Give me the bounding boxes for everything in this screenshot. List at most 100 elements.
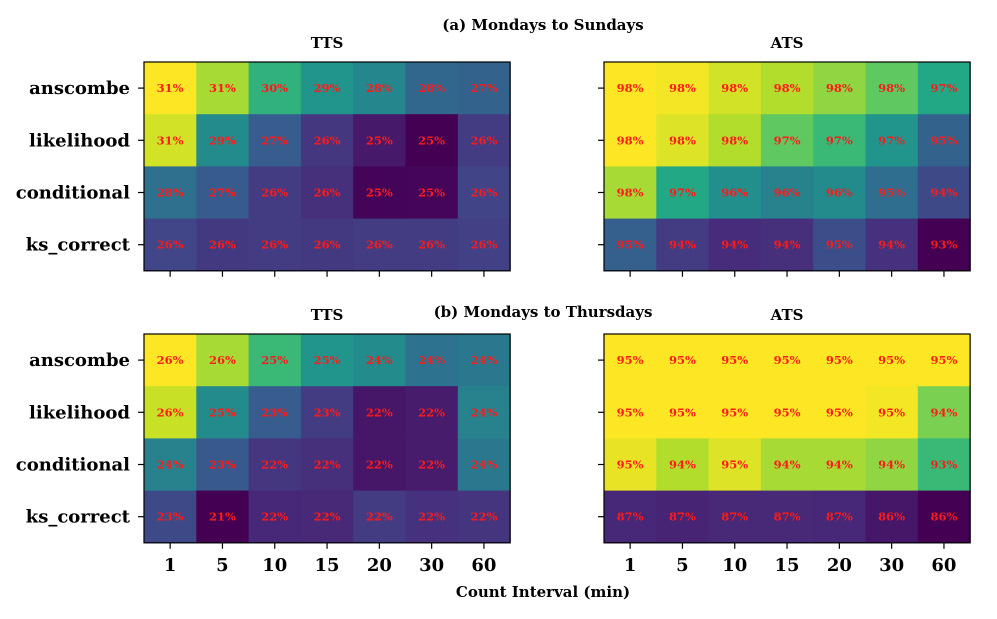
cell-value-label: 97% bbox=[930, 81, 957, 95]
heatmap-cell bbox=[760, 114, 814, 167]
heatmap-cell bbox=[917, 166, 971, 220]
cell-value-label: 22% bbox=[418, 405, 445, 419]
cell-value-label: 95% bbox=[617, 405, 644, 419]
cell-value-label: 23% bbox=[261, 405, 288, 419]
heatmap-cell bbox=[353, 166, 407, 220]
heatmap-cell bbox=[917, 114, 971, 167]
cell-value-label: 95% bbox=[721, 458, 748, 472]
cell-value-label: 95% bbox=[878, 353, 905, 367]
cell-value-label: 30% bbox=[261, 81, 288, 95]
cell-value-label: 28% bbox=[157, 186, 184, 200]
heatmap-cell bbox=[865, 114, 919, 167]
heatmap-cell bbox=[300, 386, 354, 439]
cell-value-label: 26% bbox=[418, 238, 445, 252]
heatmap-cell bbox=[353, 386, 407, 439]
cell-value-label: 98% bbox=[669, 81, 696, 95]
cell-value-label: 93% bbox=[930, 238, 957, 252]
heatmap-cell bbox=[196, 218, 250, 272]
panel-b-title: (b) Mondays to Thursdays bbox=[434, 303, 653, 321]
heatmap-cell bbox=[604, 438, 657, 492]
column-label: 60 bbox=[471, 555, 496, 576]
row-label: anscombe bbox=[29, 350, 130, 371]
heatmap-cell bbox=[457, 218, 511, 272]
cell-value-label: 87% bbox=[826, 510, 853, 524]
heatmap-cell bbox=[760, 218, 814, 272]
heatmap-cell bbox=[708, 386, 762, 439]
column-label: 20 bbox=[827, 555, 852, 576]
heatmap-cell bbox=[917, 218, 971, 272]
cell-value-label: 25% bbox=[366, 186, 393, 200]
heatmap-cell bbox=[656, 166, 710, 220]
heatmap-cell bbox=[353, 334, 407, 387]
cell-value-label: 22% bbox=[366, 510, 393, 524]
panel-a-title: (a) Mondays to Sundays bbox=[442, 16, 643, 34]
cell-value-label: 95% bbox=[930, 133, 957, 147]
heatmap-cell bbox=[196, 166, 250, 220]
heatmap-cell bbox=[196, 386, 250, 439]
heatmap-cell bbox=[604, 334, 657, 387]
cell-value-label: 87% bbox=[669, 510, 696, 524]
heatmap-cell bbox=[865, 334, 919, 387]
column-label: 1 bbox=[624, 555, 637, 576]
heatmap-cell bbox=[457, 386, 511, 439]
heatmap-cell bbox=[300, 334, 354, 387]
cell-value-label: 95% bbox=[930, 353, 957, 367]
row-label: ks_correct bbox=[26, 235, 131, 256]
cell-value-label: 95% bbox=[617, 238, 644, 252]
cell-value-label: 22% bbox=[418, 458, 445, 472]
cell-value-label: 94% bbox=[774, 238, 801, 252]
panel-title: TTS bbox=[311, 306, 344, 324]
cell-value-label: 25% bbox=[314, 353, 341, 367]
heatmap-cell bbox=[917, 386, 971, 439]
cell-value-label: 94% bbox=[878, 458, 905, 472]
heatmap-cell bbox=[708, 490, 762, 544]
heatmap-cell bbox=[708, 218, 762, 272]
heatmap-cell bbox=[865, 438, 919, 492]
cell-value-label: 25% bbox=[261, 353, 288, 367]
heatmap-cell bbox=[604, 386, 657, 439]
heatmap-cell bbox=[248, 438, 302, 492]
heatmap-cell bbox=[604, 490, 657, 544]
heatmap-cell bbox=[708, 62, 762, 115]
row-label: conditional bbox=[16, 183, 130, 204]
heatmap-cell bbox=[353, 490, 407, 544]
cell-value-label: 22% bbox=[418, 510, 445, 524]
heatmap-cell bbox=[656, 62, 710, 115]
heatmap-cell bbox=[405, 114, 459, 167]
column-label: 20 bbox=[367, 555, 392, 576]
cell-value-label: 94% bbox=[721, 238, 748, 252]
heatmap-cell bbox=[917, 62, 971, 115]
heatmap-cell bbox=[656, 490, 710, 544]
heatmap-cell bbox=[708, 166, 762, 220]
heatmap-cell bbox=[196, 438, 250, 492]
cell-value-label: 26% bbox=[366, 238, 393, 252]
cell-value-label: 25% bbox=[209, 405, 236, 419]
cell-value-label: 26% bbox=[209, 238, 236, 252]
heatmap-cell bbox=[353, 438, 407, 492]
heatmap-cell bbox=[405, 218, 459, 272]
cell-value-label: 27% bbox=[470, 81, 497, 95]
cell-value-label: 94% bbox=[669, 458, 696, 472]
cell-value-label: 98% bbox=[617, 133, 644, 147]
column-label: 60 bbox=[931, 555, 956, 576]
cell-value-label: 97% bbox=[878, 133, 905, 147]
cell-value-label: 26% bbox=[209, 353, 236, 367]
heatmap-cell bbox=[248, 166, 302, 220]
cell-value-label: 21% bbox=[209, 510, 236, 524]
heatmap-cell bbox=[300, 114, 354, 167]
heatmap-panel-2: ATS 98% 98% 98% 98% 98% 98% 97% 98% 98% 98% 97% 97% 9… bbox=[598, 34, 971, 277]
cell-value-label: 95% bbox=[826, 405, 853, 419]
heatmap-cell bbox=[917, 334, 971, 387]
heatmap-cell bbox=[656, 334, 710, 387]
cell-value-label: 96% bbox=[721, 186, 748, 200]
cell-value-label: 93% bbox=[930, 458, 957, 472]
column-label: 10 bbox=[722, 555, 747, 576]
cell-value-label: 96% bbox=[774, 186, 801, 200]
cell-value-label: 95% bbox=[878, 405, 905, 419]
heatmap-cell bbox=[144, 218, 197, 272]
cell-value-label: 24% bbox=[157, 458, 184, 472]
cell-value-label: 98% bbox=[878, 81, 905, 95]
heatmap-cell bbox=[405, 62, 459, 115]
cell-value-label: 22% bbox=[470, 510, 497, 524]
heatmap-cell bbox=[708, 438, 762, 492]
